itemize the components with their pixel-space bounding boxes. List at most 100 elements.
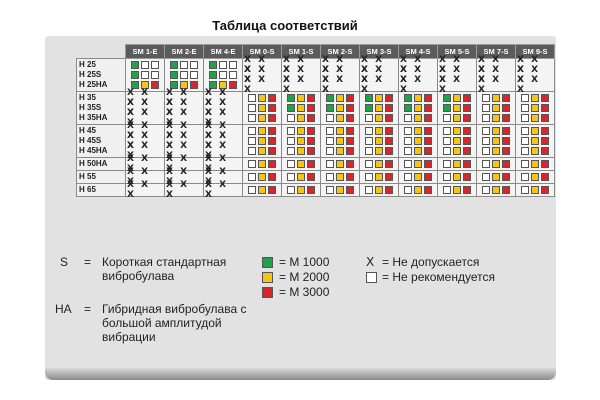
red-square-icon [307, 137, 315, 145]
legend-ha-equals: = [84, 302, 92, 316]
red-square-icon [541, 114, 549, 122]
legend-not-allowed: = Не допускается [382, 255, 480, 269]
compat-cell [515, 124, 555, 158]
row-label: H 50HA [79, 159, 108, 168]
empty-square-icon [151, 61, 159, 69]
yellow-square-icon [414, 137, 422, 145]
table-header-row: SM 1-E SM 2-E SM 4-E SM 0-S SM 1-S SM 2-S SM 3… [77, 44, 555, 59]
compat-cell [515, 91, 555, 125]
compat-cell [320, 157, 360, 171]
column-header: SM 4-S [398, 44, 438, 59]
red-square-icon [502, 127, 510, 135]
red-square-icon [385, 104, 393, 112]
yellow-square-icon [492, 104, 500, 112]
empty-square-icon [365, 114, 373, 122]
red-square-icon [268, 127, 276, 135]
empty-square-icon [326, 114, 334, 122]
red-square-icon [346, 160, 354, 168]
compat-cell [359, 124, 399, 158]
not-allowed-marks: X X X [517, 75, 541, 95]
green-square-icon [131, 71, 139, 79]
red-square-icon [385, 137, 393, 145]
red-square-icon [268, 173, 276, 181]
empty-square-icon [287, 147, 295, 155]
green-square-icon [365, 104, 373, 112]
row-label: H 65 [79, 185, 96, 194]
red-square-icon [307, 104, 315, 112]
row-label: H 25 [79, 60, 96, 69]
compat-cell: X X X [164, 180, 204, 200]
yellow-square-icon [492, 127, 500, 135]
green-square-icon [209, 61, 217, 69]
red-square-icon [346, 94, 354, 102]
red-square-icon [463, 94, 471, 102]
yellow-square-icon [414, 94, 422, 102]
empty-square-icon [287, 186, 295, 194]
compat-cell [242, 91, 282, 125]
yellow-square-icon [531, 94, 539, 102]
yellow-square-icon [531, 173, 539, 181]
empty-square-icon [443, 160, 451, 168]
compat-cell [125, 58, 165, 92]
red-square-icon [268, 186, 276, 194]
yellow-square-icon [336, 104, 344, 112]
compat-cell [281, 91, 321, 125]
empty-square-icon [180, 61, 188, 69]
yellow-square-icon [258, 173, 266, 181]
empty-square-icon [151, 71, 159, 79]
empty-square-icon [219, 71, 227, 79]
yellow-square-icon [531, 160, 539, 168]
row-label-cell: H 55 [76, 170, 126, 184]
yellow-square-icon [375, 173, 383, 181]
red-square-icon [268, 147, 276, 155]
green-square-icon [209, 81, 217, 89]
column-header: SM 4-E [203, 44, 243, 59]
red-square-icon [385, 114, 393, 122]
yellow-square-icon [336, 173, 344, 181]
green-square-icon [443, 94, 451, 102]
green-square-icon [131, 81, 139, 89]
yellow-square-icon [453, 127, 461, 135]
column-header: SM 9-S [515, 44, 555, 59]
red-square-icon [307, 114, 315, 122]
green-square-icon [365, 94, 373, 102]
red-square-icon [541, 94, 549, 102]
empty-square-icon [229, 71, 237, 79]
yellow-square-icon [453, 160, 461, 168]
red-square-icon [385, 147, 393, 155]
red-square-icon [463, 104, 471, 112]
yellow-square-icon [453, 137, 461, 145]
yellow-square-icon [297, 94, 305, 102]
yellow-square-icon [453, 186, 461, 194]
yellow-square-icon [297, 114, 305, 122]
empty-square-icon [443, 173, 451, 181]
red-square-icon [541, 137, 549, 145]
red-square-icon [541, 160, 549, 168]
yellow-square-icon [531, 104, 539, 112]
red-square-icon [424, 147, 432, 155]
yellow-square-icon [297, 160, 305, 168]
red-square-icon [502, 104, 510, 112]
table-corner [77, 45, 126, 59]
compat-cell [515, 183, 555, 197]
yellow-square-icon [414, 104, 422, 112]
compat-cell [281, 124, 321, 158]
empty-square-icon [443, 186, 451, 194]
red-square-icon [463, 186, 471, 194]
compat-cell [437, 157, 477, 171]
red-square-icon [307, 173, 315, 181]
yellow-square-icon [375, 114, 383, 122]
red-swatch-icon [262, 287, 273, 298]
compat-cell [437, 183, 477, 197]
compat-cell [320, 183, 360, 197]
yellow-square-icon [258, 104, 266, 112]
row-label: H 35S [79, 103, 102, 112]
compat-cell [398, 91, 438, 125]
compat-cell: X X X [203, 154, 243, 174]
